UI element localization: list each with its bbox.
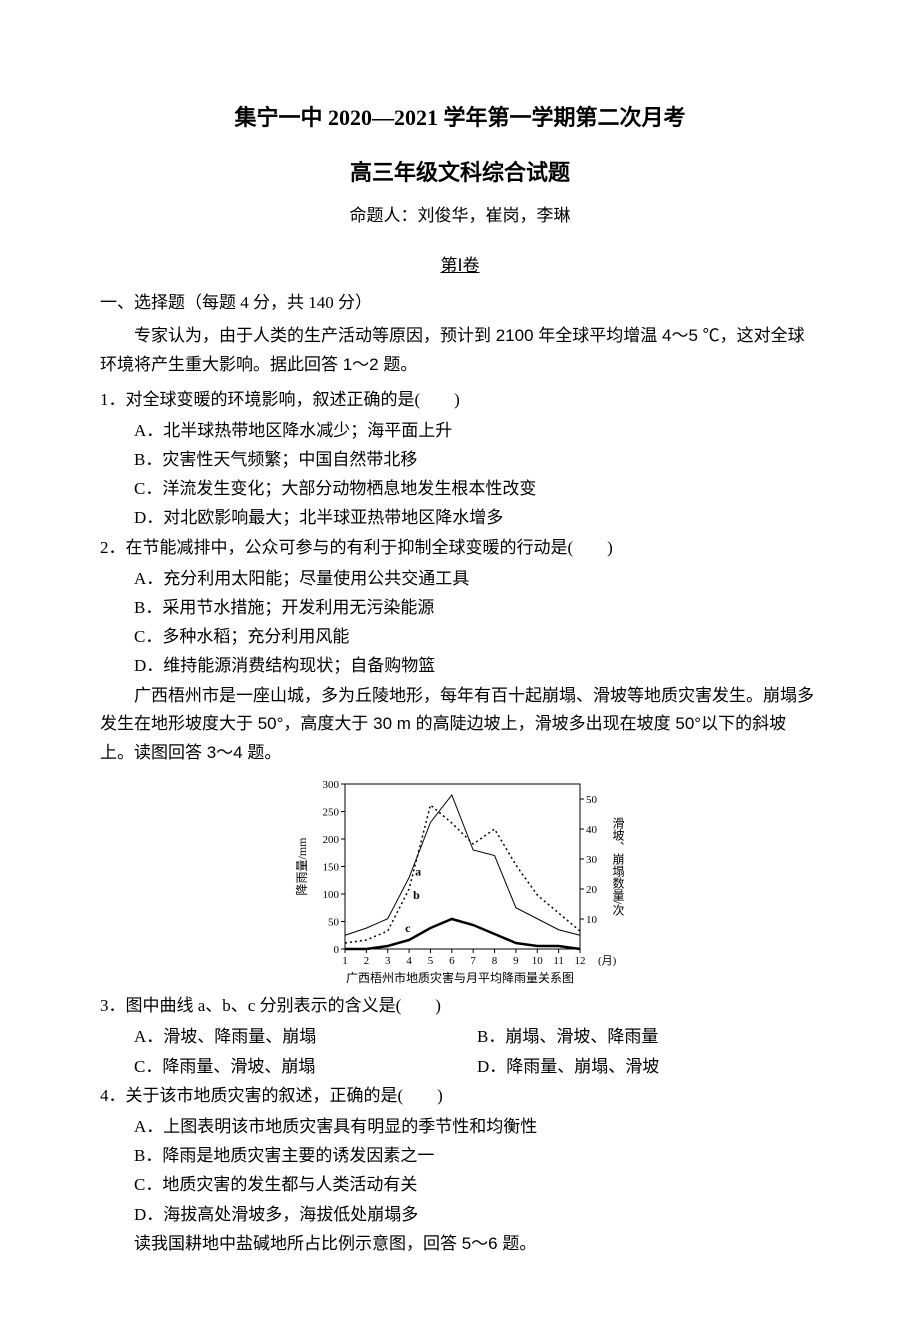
q1-stem: 1．对全球变暖的环境影响，叙述正确的是( ) (100, 386, 820, 413)
svg-text:8: 8 (492, 955, 498, 967)
q4-opt-a: A．上图表明该市地质灾害具有明显的季节性和均衡性 (100, 1113, 820, 1140)
rainfall-chart: 0501001502002503001020304050123456789101… (290, 774, 630, 984)
main-title: 集宁一中 2020—2021 学年第一学期第二次月考 (100, 100, 820, 135)
svg-text:20: 20 (586, 884, 598, 896)
svg-text:广西梧州市地质灾害与月平均降雨量关系图: 广西梧州市地质灾害与月平均降雨量关系图 (346, 970, 574, 984)
svg-text:50: 50 (586, 794, 598, 806)
passage-1: 专家认为，由于人类的生产活动等原因，预计到 2100 年全球平均增温 4～5 ℃… (100, 322, 820, 380)
svg-text:c: c (405, 921, 411, 935)
q2-opt-b: B．采用节水措施；开发利用无污染能源 (100, 594, 820, 621)
passage-3: 读我国耕地中盐碱地所占比例示意图，回答 5～6 题。 (100, 1230, 820, 1259)
q3-opt-a: A．滑坡、降雨量、崩塌 (134, 1023, 477, 1050)
svg-text:11: 11 (553, 955, 564, 967)
svg-text:降雨量/mm: 降雨量/mm (295, 837, 309, 896)
svg-text:300: 300 (323, 779, 340, 791)
svg-text:10: 10 (586, 914, 598, 926)
q3-opt-d: D．降雨量、崩塌、滑坡 (477, 1053, 820, 1080)
q1-opt-c: C．洋流发生变化；大部分动物栖息地发生根本性改变 (100, 475, 820, 502)
svg-text:1: 1 (342, 955, 348, 967)
svg-text:4: 4 (406, 955, 412, 967)
svg-text:7: 7 (470, 955, 476, 967)
q3-stem: 3．图中曲线 a、b、c 分别表示的含义是( ) (100, 992, 820, 1019)
q2-stem: 2．在节能减排中，公众可参与的有利于抑制全球变暖的行动是( ) (100, 534, 820, 561)
svg-text:9: 9 (513, 955, 519, 967)
svg-text:6: 6 (449, 955, 455, 967)
svg-text:30: 30 (586, 854, 598, 866)
svg-text:10: 10 (532, 955, 544, 967)
q3-opts-row2: C．降雨量、滑坡、崩塌 D．降雨量、崩塌、滑坡 (100, 1053, 820, 1080)
q1-opt-a: A．北半球热带地区降水减少；海平面上升 (100, 417, 820, 444)
q3-opt-c: C．降雨量、滑坡、崩塌 (134, 1053, 477, 1080)
sub-title: 高三年级文科综合试题 (100, 155, 820, 190)
q3-opt-b: B．崩塌、滑坡、降雨量 (477, 1023, 820, 1050)
svg-text:40: 40 (586, 824, 598, 836)
q1-opt-b: B．灾害性天气频繁；中国自然带北移 (100, 446, 820, 473)
passage-2: 广西梧州市是一座山城，多为丘陵地形，每年有百十起崩塌、滑坡等地质灾害发生。崩塌多… (100, 682, 820, 769)
svg-text:250: 250 (323, 807, 340, 819)
q2-opt-d: D．维持能源消费结构现状；自备购物篮 (100, 652, 820, 679)
volume-label: 第Ⅰ卷 (100, 252, 820, 279)
svg-text:50: 50 (328, 917, 340, 929)
svg-text:b: b (413, 888, 420, 902)
svg-text:100: 100 (323, 889, 340, 901)
svg-text:滑坡、崩塌数量/次: 滑坡、崩塌数量/次 (611, 817, 625, 917)
q4-stem: 4．关于该市地质灾害的叙述，正确的是( ) (100, 1082, 820, 1109)
svg-text:12: 12 (575, 955, 586, 967)
svg-text:2: 2 (364, 955, 370, 967)
svg-text:150: 150 (323, 862, 340, 874)
svg-text:5: 5 (428, 955, 434, 967)
svg-text:(月): (月) (598, 955, 617, 967)
svg-text:a: a (415, 865, 421, 879)
authors: 命题人：刘俊华，崔岗，李琳 (100, 202, 820, 229)
q3-opts-row1: A．滑坡、降雨量、崩塌 B．崩塌、滑坡、降雨量 (100, 1023, 820, 1050)
svg-text:3: 3 (385, 955, 391, 967)
svg-text:0: 0 (334, 944, 340, 956)
q2-opt-c: C．多种水稻；充分利用风能 (100, 623, 820, 650)
q4-opt-b: B．降雨是地质灾害主要的诱发因素之一 (100, 1142, 820, 1169)
chart-container: 0501001502002503001020304050123456789101… (100, 774, 820, 984)
q4-opt-c: C．地质灾害的发生都与人类活动有关 (100, 1171, 820, 1198)
section-header: 一、选择题（每题 4 分，共 140 分） (100, 289, 820, 316)
q1-opt-d: D．对北欧影响最大；北半球亚热带地区降水增多 (100, 504, 820, 531)
svg-text:200: 200 (323, 834, 340, 846)
q2-opt-a: A．充分利用太阳能；尽量使用公共交通工具 (100, 565, 820, 592)
q4-opt-d: D．海拔高处滑坡多，海拔低处崩塌多 (100, 1201, 820, 1228)
